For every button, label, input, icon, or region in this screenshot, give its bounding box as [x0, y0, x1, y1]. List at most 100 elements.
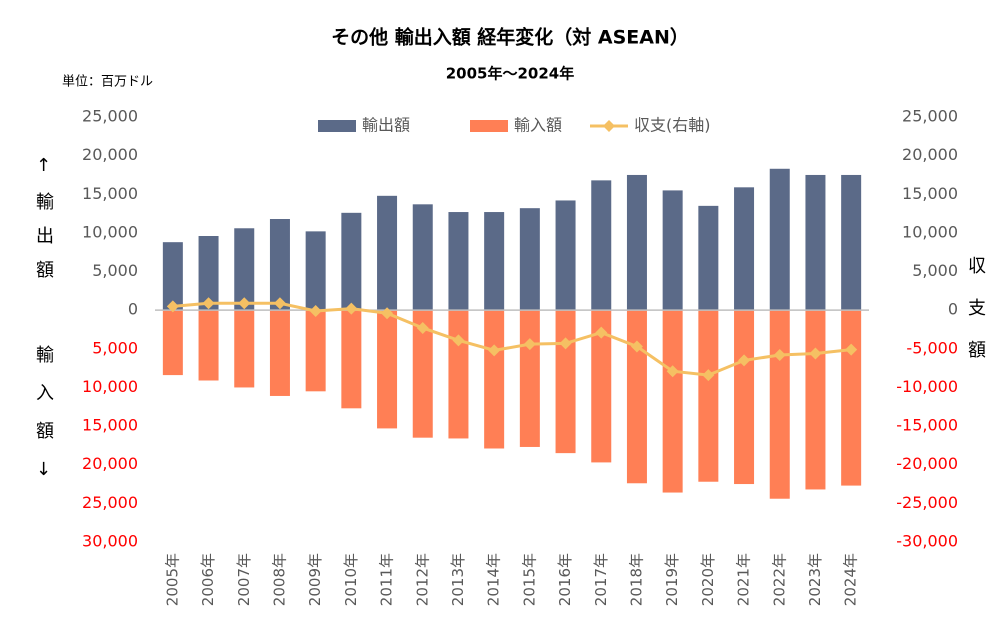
line-marker: [238, 297, 251, 310]
bar: [484, 212, 505, 311]
line-marker: [773, 349, 786, 361]
y-tick-label: 15,000: [82, 184, 138, 203]
bar: [448, 310, 469, 439]
bar: [626, 310, 647, 484]
bar: [412, 310, 433, 438]
line-marker: [345, 302, 358, 315]
x-tick-label: 2016年: [556, 553, 574, 606]
legend-label: 輸入額: [514, 116, 562, 135]
x-tick-label: 2017年: [592, 553, 610, 606]
bar: [591, 180, 612, 311]
bar: [162, 310, 183, 376]
line-marker: [630, 340, 643, 353]
unit-label: 単位：百万ドル: [62, 74, 153, 90]
bar: [269, 310, 290, 396]
bar: [377, 310, 398, 429]
bar: [234, 228, 255, 311]
y-tick-label: 25,000: [82, 493, 138, 512]
x-tick-label: 2011年: [378, 553, 396, 606]
bar: [269, 219, 290, 311]
y2-tick-label: -15,000: [896, 416, 958, 435]
x-tick-label: 2024年: [842, 553, 860, 606]
line-marker: [202, 297, 215, 310]
line-marker: [488, 344, 501, 357]
y2-tick-label: 20,000: [902, 145, 958, 164]
x-tick-label: 2009年: [306, 553, 324, 606]
y2-axis-label: 収支額: [965, 256, 986, 382]
bar: [698, 310, 719, 482]
y2-tick-label: 25,000: [902, 107, 958, 126]
y-tick-label: 5,000: [92, 261, 138, 280]
bar: [698, 205, 719, 311]
chart-title: その他 輸出入額 経年変化（対 ASEAN）: [331, 26, 689, 49]
y-tick-label: 30,000: [82, 532, 138, 551]
x-tick-label: 2018年: [627, 553, 645, 606]
y2-tick-label: 10,000: [902, 222, 958, 241]
bar: [734, 187, 755, 311]
y-tick-label: 10,000: [82, 222, 138, 241]
y2-tick-label: 0: [948, 300, 958, 319]
y2-tick-label: -10,000: [896, 377, 958, 396]
legend-label: 輸出額: [362, 116, 410, 135]
bar: [555, 200, 576, 311]
y-tick-label: 25,000: [82, 107, 138, 126]
line-marker: [845, 343, 858, 356]
bar: [769, 168, 790, 311]
bar: [591, 310, 612, 463]
bar: [484, 310, 505, 449]
bar: [555, 310, 576, 454]
bar: [448, 212, 469, 311]
y-tick-label: 15,000: [82, 416, 138, 435]
x-tick-label: 2006年: [199, 553, 217, 606]
bar: [841, 174, 862, 311]
y2-tick-label: -20,000: [896, 454, 958, 473]
line-marker: [309, 304, 322, 317]
bar: [377, 195, 398, 311]
x-tick-label: 2013年: [449, 553, 467, 606]
line-marker: [702, 369, 715, 382]
x-tick-label: 2007年: [235, 553, 253, 606]
y-tick-label: 10,000: [82, 377, 138, 396]
legend-swatch: [603, 120, 615, 132]
x-tick-label: 2014年: [485, 553, 503, 606]
line-marker: [166, 300, 179, 313]
x-tick-label: 2008年: [270, 553, 288, 606]
bar: [626, 174, 647, 311]
bar: [305, 231, 326, 311]
x-tick-label: 2020年: [699, 553, 717, 606]
line-marker: [452, 334, 465, 347]
x-tick-label: 2023年: [806, 553, 824, 606]
bar: [341, 212, 362, 311]
bar: [805, 174, 826, 311]
x-tick-label: 2019年: [663, 553, 681, 606]
bar: [305, 310, 326, 392]
line-marker: [381, 307, 394, 320]
x-tick-label: 2005年: [163, 553, 181, 606]
x-tick-label: 2010年: [342, 553, 360, 606]
legend-label: 収支(右軸): [634, 116, 711, 135]
y-axis-label-bottom: 輸入額↓: [33, 345, 54, 500]
x-tick-label: 2015年: [520, 553, 538, 606]
y-tick-label: 20,000: [82, 145, 138, 164]
chart-subtitle: 2005年～2024年: [446, 65, 575, 83]
x-tick-label: 2021年: [735, 553, 753, 606]
y2-tick-label: 15,000: [902, 184, 958, 203]
bar: [234, 310, 255, 388]
y2-tick-label: -5,000: [906, 338, 958, 357]
line-marker: [666, 365, 679, 378]
legend-swatch: [318, 120, 356, 132]
bar: [662, 190, 683, 311]
line-marker: [809, 347, 822, 360]
line-marker: [559, 337, 572, 350]
bar: [198, 310, 219, 381]
line-marker: [738, 354, 751, 367]
bar: [341, 310, 362, 409]
bar: [198, 236, 219, 311]
bar: [805, 310, 826, 490]
line: [172, 301, 852, 377]
y2-tick-label: -25,000: [896, 493, 958, 512]
y2-tick-label: -30,000: [896, 532, 958, 551]
x-tick-label: 2012年: [413, 553, 431, 606]
